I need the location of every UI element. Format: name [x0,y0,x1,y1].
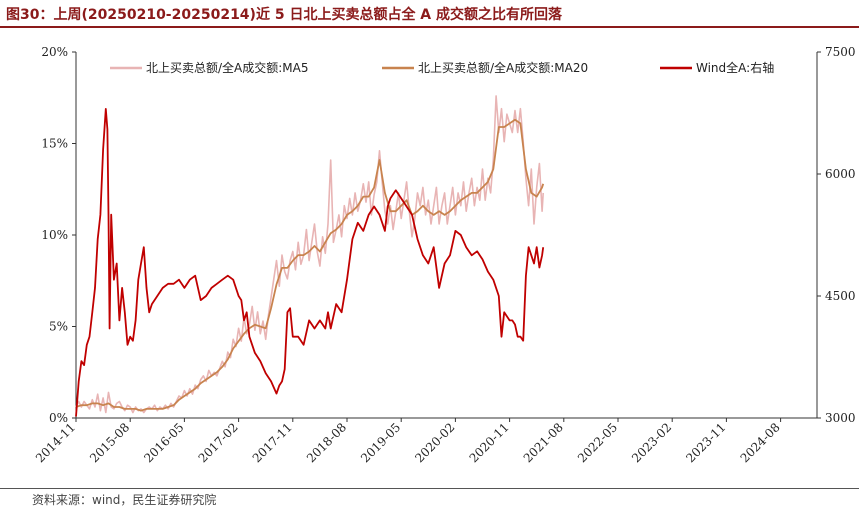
x-tick-label: 2014-11 [33,420,78,465]
left-tick-label: 15% [41,137,68,151]
footer-divider [0,488,859,489]
series-line-1 [75,95,544,414]
x-tick-label: 2024-08 [738,420,783,465]
x-tick-label: 2020-11 [467,420,512,465]
x-tick-label: 2023-02 [629,420,674,465]
x-tick-label: 2021-08 [521,420,566,465]
source-note: 资料来源：wind，民生证券研究院 [32,493,217,507]
right-tick-label: 4500 [825,289,856,303]
left-tick-label: 20% [41,45,68,59]
chart-legend: 北上买卖总额/全A成交额:MA5 北上买卖总额/全A成交额:MA20 Wind全A:… [110,60,774,75]
x-tick-label: 2017-11 [250,420,295,465]
left-tick-label: 0% [49,411,68,425]
x-tick-label: 2015-08 [87,420,132,465]
title-divider [0,26,859,28]
series-line-2 [75,118,545,412]
right-tick-label: 3000 [825,411,856,425]
chart-title: 图30：上周(20250210-20250214)近 5 日北上买卖总额占全 A… [6,7,563,23]
series-line-3 [75,108,545,417]
x-tick-label: 2023-11 [683,420,728,465]
x-tick-label: 2017-02 [196,420,241,465]
left-tick-label: 10% [41,228,68,242]
x-tick-label: 2019-05 [358,420,403,465]
chart-series [75,95,545,417]
right-tick-label: 7500 [825,45,856,59]
legend-label-2: 北上买卖总额/全A成交额:MA20 [418,60,588,75]
x-tick-label: 2020-02 [412,420,457,465]
chart-axes: 0% 5% 10% 15% 20% 3000 4500 6000 7500 2014-11 2015… [33,45,856,465]
x-tick-label: 2022-05 [575,420,620,465]
left-tick-label: 5% [49,320,68,334]
right-tick-label: 6000 [825,167,856,181]
x-tick-label: 2016-05 [141,420,186,465]
legend-label-1: 北上买卖总额/全A成交额:MA5 [146,60,309,75]
legend-label-3: Wind全A:右轴 [696,60,774,75]
x-tick-label: 2018-08 [304,420,349,465]
